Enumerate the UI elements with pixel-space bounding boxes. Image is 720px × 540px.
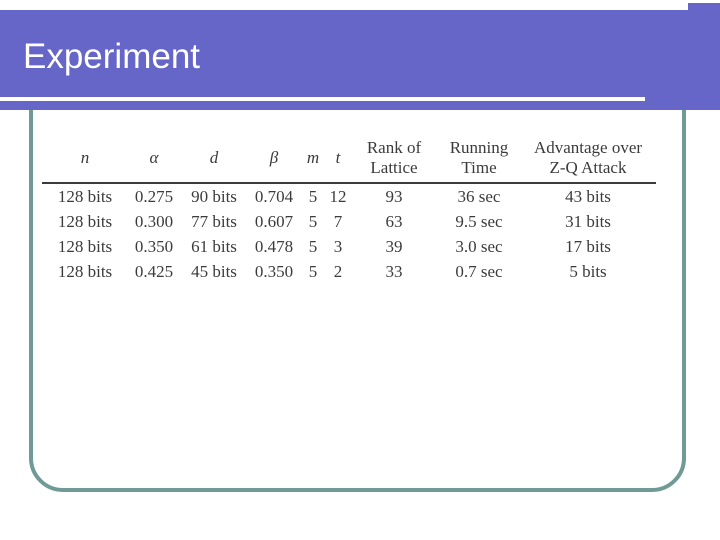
- table-cell: 0.275: [134, 186, 174, 206]
- table-cell: 128 bits: [57, 186, 113, 206]
- table-cell: 61 bits: [191, 236, 237, 256]
- table-header-row: n α d β m t Rank of Lattice Running Time: [42, 136, 656, 183]
- table-cell: 31 bits: [565, 211, 611, 231]
- table-row: 128 bits 0.350 61 bits 0.478 5 3 39 3.0 …: [42, 234, 656, 259]
- header-running-time: Running Time: [449, 138, 509, 177]
- header-alpha: α: [149, 148, 159, 167]
- table-cell: 0.478: [254, 236, 294, 256]
- table-cell: 5 bits: [569, 261, 607, 281]
- table-cell: 63: [385, 211, 403, 231]
- table-cell: 12: [329, 186, 347, 206]
- table-cell: 5: [308, 186, 318, 206]
- experiment-table-wrap: n α d β m t Rank of Lattice Running Time: [42, 136, 656, 284]
- table-cell: 3: [333, 236, 343, 256]
- title-band-corner: [688, 3, 720, 13]
- experiment-table: n α d β m t Rank of Lattice Running Time: [42, 136, 656, 284]
- title-band: Experiment: [0, 10, 720, 110]
- table-cell: 43 bits: [565, 186, 611, 206]
- table-row: 128 bits 0.425 45 bits 0.350 5 2 33 0.7 …: [42, 259, 656, 284]
- table-row: 128 bits 0.275 90 bits 0.704 5 12 93 36 …: [42, 183, 656, 209]
- header-d: d: [209, 148, 219, 167]
- table-cell: 128 bits: [57, 236, 113, 256]
- table-cell: 0.350: [254, 261, 294, 281]
- table-cell: 33: [385, 261, 403, 281]
- table-cell: 0.7 sec: [455, 261, 503, 281]
- header-advantage: Advantage over Z-Q Attack: [533, 138, 643, 177]
- slide-title: Experiment: [23, 37, 201, 76]
- title-underline: [0, 97, 645, 101]
- table-cell: 2: [333, 261, 343, 281]
- table-cell: 90 bits: [191, 186, 237, 206]
- table-cell: 5: [308, 236, 318, 256]
- header-n: n: [80, 148, 90, 167]
- table-cell: 39: [385, 236, 403, 256]
- table-cell: 9.5 sec: [455, 211, 503, 231]
- table-cell: 17 bits: [565, 236, 611, 256]
- header-m: m: [306, 148, 320, 167]
- table-cell: 128 bits: [57, 261, 113, 281]
- table-cell: 128 bits: [57, 211, 113, 231]
- table-cell: 0.425: [134, 261, 174, 281]
- table-cell: 0.704: [254, 186, 294, 206]
- table-cell: 0.350: [134, 236, 174, 256]
- table-cell: 36 sec: [457, 186, 501, 206]
- header-rank-of-lattice: Rank of Lattice: [366, 138, 422, 177]
- header-t: t: [335, 148, 341, 167]
- table-cell: 0.300: [134, 211, 174, 231]
- table-cell: 5: [308, 211, 318, 231]
- table-cell: 0.607: [254, 211, 294, 231]
- table-cell: 45 bits: [191, 261, 237, 281]
- table-cell: 7: [333, 211, 343, 231]
- table-row: 128 bits 0.300 77 bits 0.607 5 7 63 9.5 …: [42, 209, 656, 234]
- table-cell: 3.0 sec: [455, 236, 503, 256]
- table-cell: 5: [308, 261, 318, 281]
- content-box: [29, 58, 686, 492]
- table-cell: 77 bits: [191, 211, 237, 231]
- table-cell: 93: [385, 186, 403, 206]
- header-beta: β: [269, 148, 279, 167]
